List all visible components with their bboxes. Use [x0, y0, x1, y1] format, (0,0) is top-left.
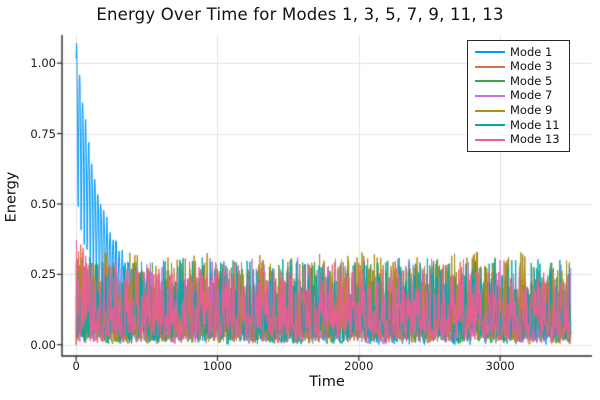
legend-entry: Mode 5	[475, 74, 560, 89]
legend-entry: Mode 7	[475, 89, 560, 104]
legend-entry-label: Mode 7	[510, 88, 553, 103]
legend-line-sample	[475, 124, 505, 127]
y-tick-label: 0.75	[30, 126, 56, 141]
legend-entry: Mode 9	[475, 103, 560, 118]
legend-line-sample	[475, 51, 505, 54]
legend-entry-label: Mode 3	[510, 59, 553, 74]
legend-entry-label: Mode 1	[510, 44, 553, 59]
legend-entry: Mode 3	[475, 60, 560, 75]
legend-entry: Mode 11	[475, 118, 560, 133]
legend-line-sample	[475, 80, 505, 83]
x-axis-label: Time	[309, 374, 345, 390]
legend-entry-label: Mode 11	[510, 117, 560, 132]
legend-entry-label: Mode 13	[510, 132, 560, 147]
legend-entry-label: Mode 5	[510, 73, 553, 88]
legend-line-sample	[475, 95, 505, 98]
x-tick-label: 3000	[485, 359, 515, 373]
legend-line-sample	[475, 138, 505, 141]
legend-entry: Mode 13	[475, 133, 560, 148]
chart-title: Energy Over Time for Modes 1, 3, 5, 7, 9…	[96, 5, 504, 24]
legend-entry: Mode 1	[475, 45, 560, 60]
legend-entry-label: Mode 9	[510, 102, 553, 117]
x-tick-label: 2000	[344, 359, 374, 373]
legend-line-sample	[475, 65, 505, 68]
y-tick-label: 0.25	[30, 267, 56, 282]
y-tick-label: 1.00	[30, 56, 56, 71]
legend: Mode 1 Mode 3 Mode 5 Mode 7 Mode 9 Mode 11 Mod…	[467, 40, 570, 153]
x-tick-label: 0	[72, 359, 80, 373]
x-tick-label: 1000	[202, 359, 233, 373]
y-tick-label: 0.00	[30, 337, 56, 352]
y-tick-label: 0.50	[30, 196, 56, 211]
legend-line-sample	[475, 109, 505, 112]
